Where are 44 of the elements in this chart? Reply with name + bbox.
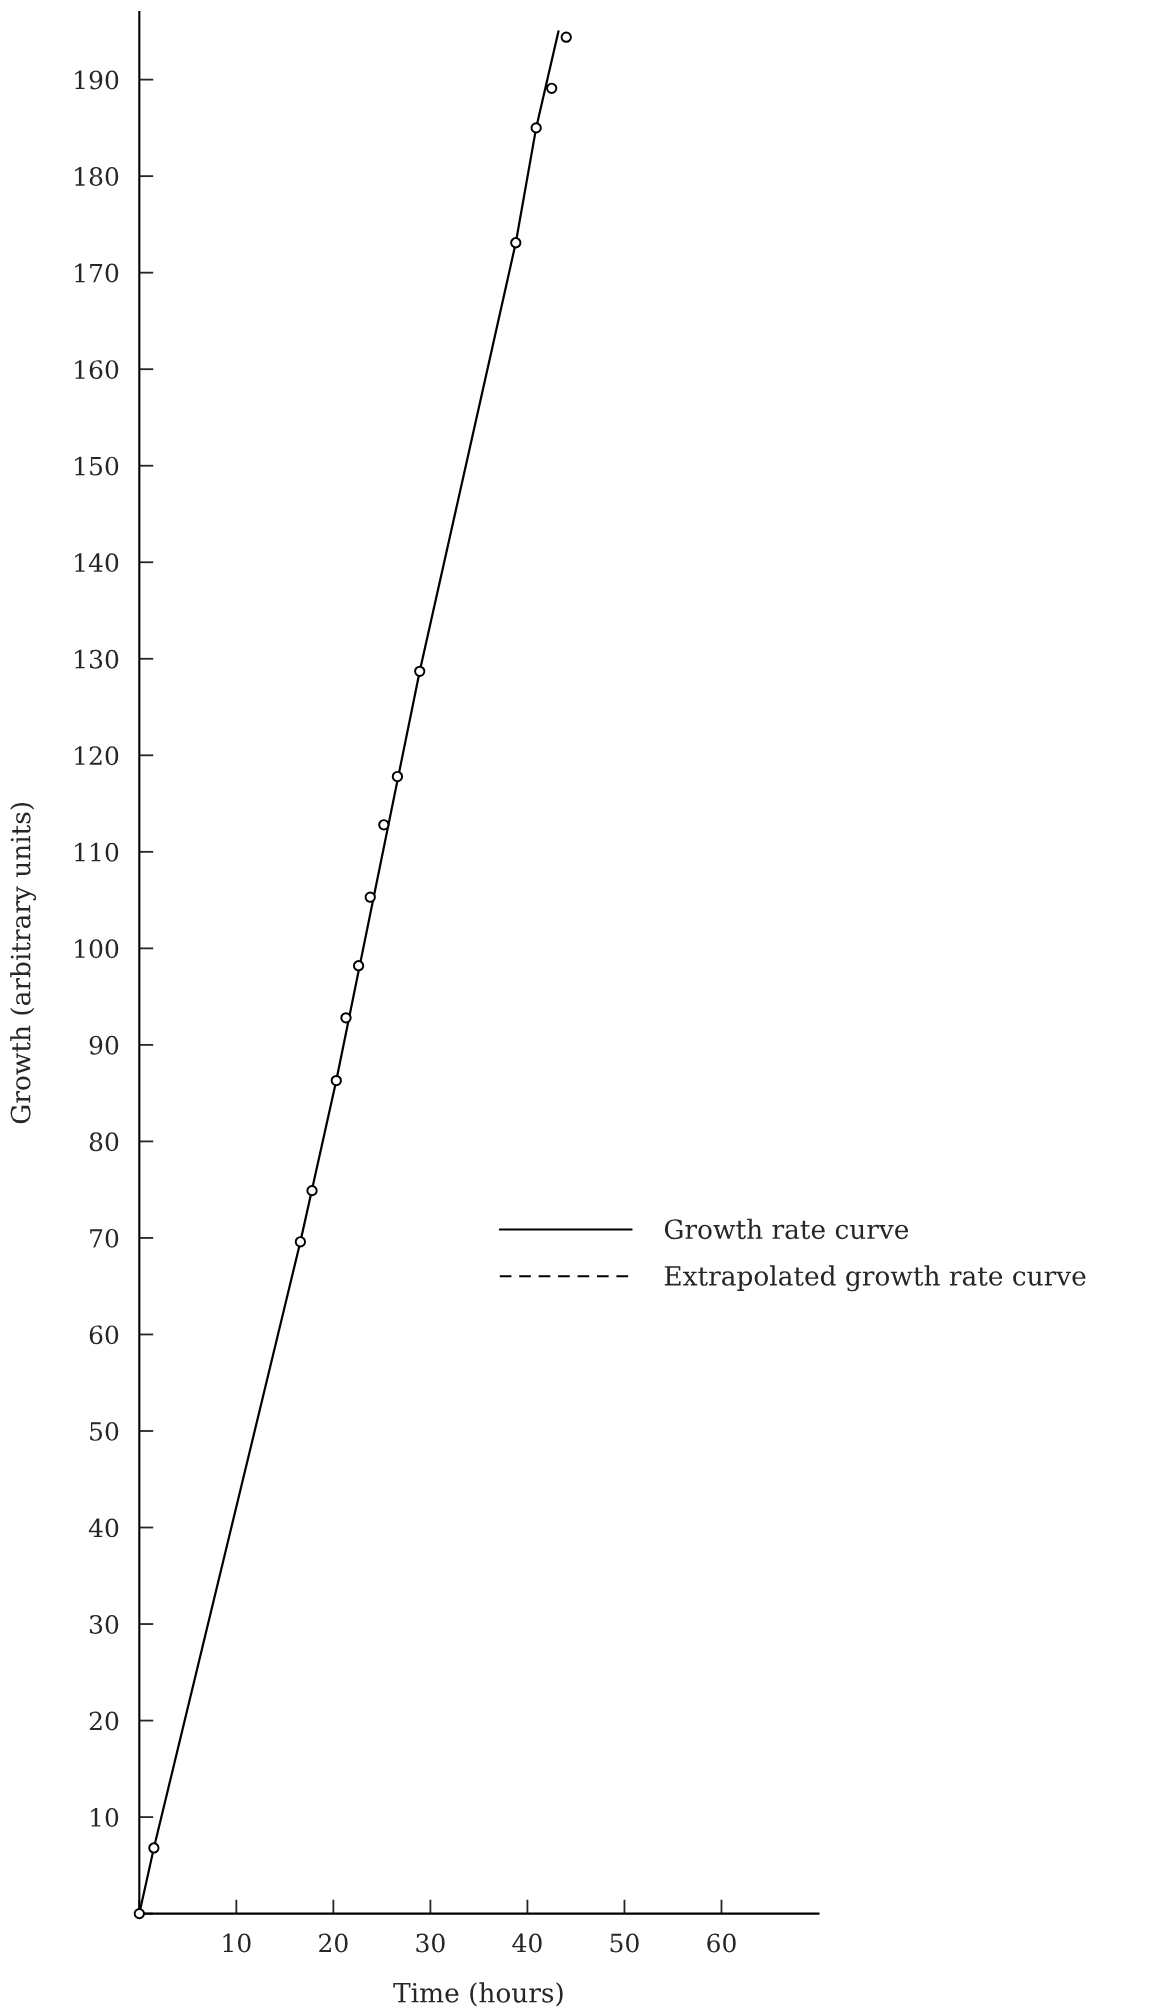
y-tick-label: 130: [75, 649, 119, 669]
x-tick-label: 50: [610, 1933, 639, 1953]
point: [414, 665, 426, 677]
point: [364, 891, 376, 903]
point: [148, 1842, 160, 1854]
y-tick-label: 190: [75, 70, 119, 90]
point: [340, 1012, 352, 1024]
legend-label: Growth rate curve: [664, 1218, 909, 1240]
y-tick-label: 150: [75, 456, 119, 476]
x-tick-label: 10: [223, 1933, 251, 1953]
legend-label: Extrapolated growth rate curve: [664, 1265, 1086, 1292]
y-tick-label: 100: [75, 939, 119, 959]
point: [546, 82, 558, 94]
y-tick-label: 10: [91, 1808, 119, 1827]
x-tick-label: 30: [416, 1933, 445, 1953]
point: [294, 1236, 307, 1248]
x-axis-title: Time (hours): [393, 1982, 563, 2007]
y-tick-label: 180: [75, 167, 119, 186]
point: [133, 1908, 145, 1920]
y-tick-label: 60: [89, 1325, 119, 1345]
y-tick-label: 20: [89, 1711, 119, 1731]
point: [378, 819, 390, 831]
y-tick-label: 90: [89, 1035, 119, 1055]
y-tick-label: 110: [75, 842, 119, 862]
x-tick-label: 60: [707, 1933, 736, 1953]
x-tick-label: 40: [512, 1933, 542, 1953]
x-tick-label: 20: [319, 1933, 348, 1953]
point: [352, 960, 365, 972]
point: [530, 122, 542, 134]
point: [391, 770, 404, 783]
y-tick-label: 70: [90, 1228, 119, 1248]
point: [330, 1074, 342, 1087]
y-tick-label: 140: [75, 553, 119, 573]
y-tick-label: 80: [89, 1132, 119, 1152]
y-tick-label: 40: [88, 1518, 119, 1538]
y-axis-title: Growth (arbitrary units): [10, 802, 37, 1124]
point: [306, 1185, 318, 1197]
y-tick-label: 30: [89, 1614, 119, 1634]
point: [510, 237, 522, 249]
point: [560, 31, 572, 43]
y-tick-label: 50: [90, 1421, 119, 1441]
y-tick-label: 170: [75, 263, 119, 283]
y-tick-label: 120: [75, 746, 119, 766]
y-tick-label: 160: [75, 360, 119, 380]
